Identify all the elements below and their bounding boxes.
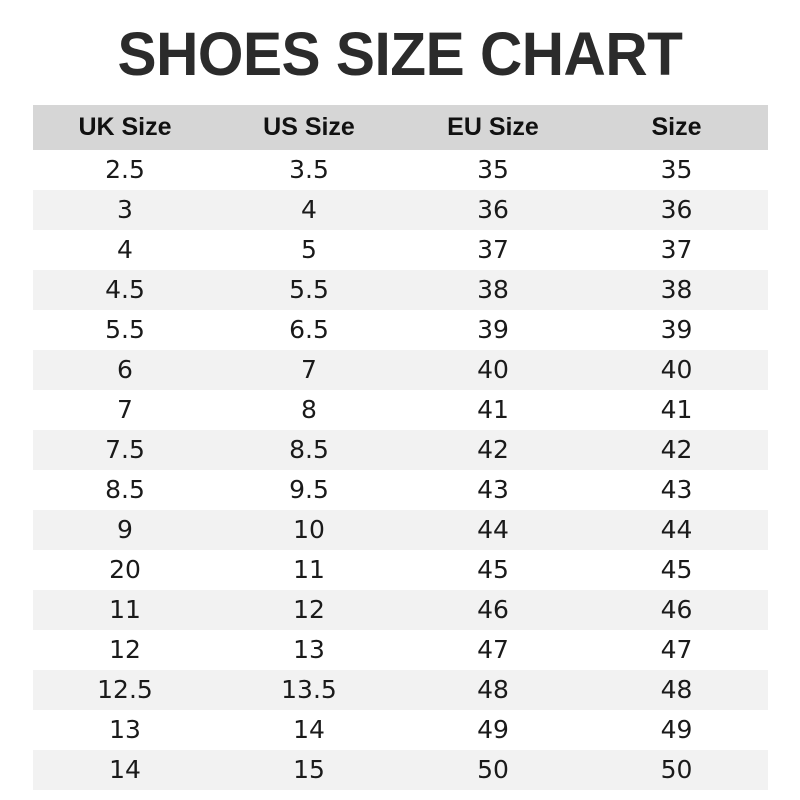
- cell-us-size: 8.5: [289, 435, 329, 464]
- cell-eu-size: 43: [477, 475, 509, 504]
- table-row: 7.5 8.5 42 42: [33, 430, 768, 470]
- table-row: 12.5 13.5 48 48: [33, 670, 768, 710]
- cell-size: 42: [660, 435, 693, 464]
- cell-uk-size: 4.5: [105, 275, 145, 304]
- cell-uk-size: 11: [109, 595, 141, 624]
- cell-us-size: 12: [293, 595, 325, 624]
- cell-eu-size: 37: [477, 235, 509, 264]
- cell-size: 41: [660, 395, 693, 424]
- cell-size: 35: [660, 155, 693, 184]
- table-header: UK Size US Size EU Size Size: [33, 105, 768, 150]
- cell-eu-size: 38: [477, 275, 509, 304]
- cell-us-size: 5: [301, 235, 317, 264]
- table-row: 8.5 9.5 43 43: [33, 470, 768, 510]
- cell-us-size: 13.5: [281, 675, 337, 704]
- cell-us-size: 8: [301, 395, 317, 424]
- table-row: 6 7 40 40: [33, 350, 768, 390]
- table-row: 9 10 44 44: [33, 510, 768, 550]
- table-row: 11 12 46 46: [33, 590, 768, 630]
- table-body: 2.5 3.5 35 35 3 4 36 36 4 5 37 37 4.5 5.5 38 38 5.5 6.5 39…: [33, 150, 768, 790]
- cell-size: 46: [660, 595, 693, 624]
- shoe-size-table: UK Size US Size EU Size Size 2.5 3.5 35 35 3…: [33, 105, 768, 790]
- table-row: 2.5 3.5 35 35: [33, 150, 768, 190]
- table-row: 3 4 36 36: [33, 190, 768, 230]
- cell-us-size: 7: [301, 355, 317, 384]
- cell-eu-size: 46: [477, 595, 509, 624]
- column-header-uk-size: UK Size: [78, 113, 172, 141]
- cell-us-size: 4: [301, 195, 317, 224]
- table-row: 12 13 47 47: [33, 630, 768, 670]
- cell-size: 38: [660, 275, 693, 304]
- cell-eu-size: 35: [477, 155, 509, 184]
- cell-eu-size: 50: [477, 755, 509, 784]
- table-row: 4 5 37 37: [33, 230, 768, 270]
- cell-uk-size: 7.5: [105, 435, 145, 464]
- cell-us-size: 15: [293, 755, 325, 784]
- cell-uk-size: 9: [117, 515, 133, 544]
- cell-eu-size: 44: [477, 515, 509, 544]
- cell-uk-size: 12.5: [97, 675, 153, 704]
- cell-uk-size: 8.5: [105, 475, 145, 504]
- cell-eu-size: 48: [477, 675, 509, 704]
- column-header-size: Size: [651, 113, 702, 141]
- cell-size: 43: [660, 475, 693, 504]
- cell-eu-size: 45: [477, 555, 509, 584]
- cell-uk-size: 3: [117, 195, 133, 224]
- table-row: 4.5 5.5 38 38: [33, 270, 768, 310]
- cell-eu-size: 36: [477, 195, 509, 224]
- cell-size: 45: [660, 555, 693, 584]
- table-row: 7 8 41 41: [33, 390, 768, 430]
- cell-us-size: 9.5: [289, 475, 329, 504]
- table-row: 5.5 6.5 39 39: [33, 310, 768, 350]
- cell-us-size: 6.5: [289, 315, 329, 344]
- cell-uk-size: 12: [109, 635, 141, 664]
- cell-us-size: 11: [293, 555, 325, 584]
- cell-uk-size: 6: [117, 355, 133, 384]
- cell-size: 49: [660, 715, 693, 744]
- table-row: 20 11 45 45: [33, 550, 768, 590]
- cell-us-size: 5.5: [289, 275, 329, 304]
- cell-eu-size: 40: [477, 355, 509, 384]
- page-title: SHOES SIZE CHART: [117, 20, 683, 88]
- cell-uk-size: 4: [117, 235, 133, 264]
- cell-size: 37: [660, 235, 693, 264]
- cell-us-size: 13: [293, 635, 325, 664]
- cell-size: 50: [660, 755, 693, 784]
- table-header-row: UK Size US Size EU Size Size: [33, 105, 768, 150]
- cell-eu-size: 49: [477, 715, 509, 744]
- column-header-eu-size: EU Size: [447, 113, 539, 141]
- cell-eu-size: 41: [477, 395, 509, 424]
- cell-size: 40: [660, 355, 693, 384]
- cell-uk-size: 20: [109, 555, 141, 584]
- table-row: 13 14 49 49: [33, 710, 768, 750]
- column-header-us-size: US Size: [263, 113, 355, 141]
- cell-us-size: 3.5: [289, 155, 329, 184]
- cell-size: 36: [660, 195, 693, 224]
- cell-size: 48: [660, 675, 693, 704]
- cell-us-size: 14: [293, 715, 325, 744]
- cell-eu-size: 42: [477, 435, 509, 464]
- cell-uk-size: 2.5: [105, 155, 145, 184]
- cell-size: 39: [660, 315, 693, 344]
- cell-uk-size: 14: [109, 755, 141, 784]
- cell-size: 44: [660, 515, 693, 544]
- cell-uk-size: 13: [109, 715, 141, 744]
- cell-size: 47: [660, 635, 693, 664]
- cell-eu-size: 39: [477, 315, 509, 344]
- cell-uk-size: 7: [117, 395, 133, 424]
- cell-uk-size: 5.5: [105, 315, 145, 344]
- cell-eu-size: 47: [477, 635, 509, 664]
- table-row: 14 15 50 50: [33, 750, 768, 790]
- cell-us-size: 10: [293, 515, 325, 544]
